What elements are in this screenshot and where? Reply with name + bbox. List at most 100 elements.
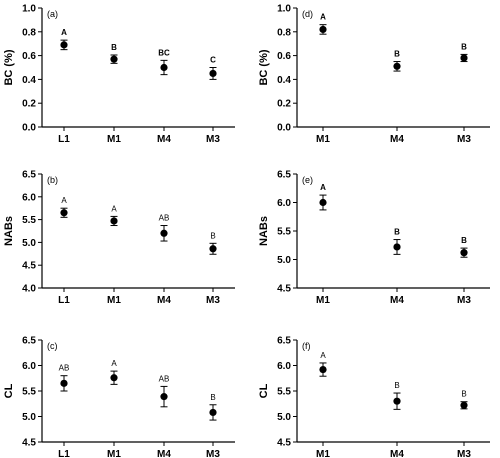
y-tick-label: 5.0 [277,412,291,423]
y-tick-label: 5.5 [22,215,36,226]
y-tick-label: 6.5 [22,336,36,347]
significance-letter: A [320,351,326,360]
data-point [60,41,68,49]
x-category-label: M4 [157,295,171,306]
y-tick-label: 0.4 [22,75,36,86]
y-axis-title: BC (%) [258,49,270,85]
data-point [160,393,168,401]
x-category-label: M3 [457,449,471,458]
data-point [393,243,401,251]
significance-letter: C [210,56,216,65]
significance-letter: AB [159,214,170,223]
y-axis-title: NABs [3,216,15,246]
y-tick-label: 0.6 [22,51,36,62]
data-point [319,198,327,207]
panel-label: (a) [47,9,58,19]
y-axis-title: CL [258,383,270,398]
data-point [110,374,118,382]
significance-letter: B [111,43,117,52]
y-tick-label: 5.0 [22,238,36,249]
y-tick-label: 1.0 [277,4,291,15]
significance-letter: B [394,50,400,59]
data-point [319,365,327,374]
y-tick-label: 6.5 [22,170,36,181]
y-axis-title: NABs [258,216,270,246]
significance-letter: A [111,204,117,213]
significance-letter: B [210,393,215,402]
y-tick-label: 6.5 [277,336,291,347]
y-tick-label: 5.5 [277,227,291,238]
panel-label: (c) [47,341,58,351]
y-tick-label: 5.0 [277,255,291,266]
x-category-label: L1 [58,134,70,145]
panel-label: (d) [302,9,313,19]
x-category-label: M1 [316,295,330,306]
data-point [160,229,168,237]
panel-label: (e) [302,175,313,185]
y-tick-label: 6.0 [277,361,291,372]
y-tick-label: 5.0 [22,412,36,423]
y-tick-label: 1.0 [22,4,36,15]
x-category-label: M4 [390,449,404,458]
x-category-label: L1 [58,295,70,306]
data-point [393,62,401,70]
y-tick-label: 4.5 [22,438,36,449]
significance-letter: B [394,381,399,390]
x-category-label: M1 [107,449,121,458]
significance-letter: AB [59,364,70,373]
data-point [460,249,468,257]
data-point [460,401,468,409]
significance-letter: B [210,231,215,240]
y-tick-label: 0.0 [22,123,36,134]
y-tick-label: 0.2 [277,99,291,110]
panel-label: (f) [302,341,311,351]
data-point [60,209,68,217]
significance-letter: B [461,236,467,245]
y-tick-label: 4.0 [22,284,36,295]
y-tick-label: 0.4 [277,75,291,86]
y-axis-title: CL [3,383,15,398]
x-category-label: M4 [157,134,171,145]
y-tick-label: 6.0 [22,361,36,372]
y-tick-label: 4.5 [22,261,36,272]
significance-letter: A [111,359,117,368]
x-category-label: M4 [390,134,404,145]
data-point [393,397,401,405]
x-category-label: M1 [316,449,330,458]
y-tick-label: 6.0 [22,192,36,203]
data-point [209,245,217,253]
y-tick-label: 0.0 [277,123,291,134]
y-tick-label: 5.5 [277,387,291,398]
data-point [460,54,468,62]
significance-letter: B [394,228,400,237]
y-tick-label: 0.8 [277,27,291,38]
x-category-label: M1 [107,295,121,306]
data-point [319,25,327,34]
x-category-label: M4 [157,449,171,458]
significance-letter: A [61,28,67,37]
x-category-label: M3 [457,295,471,306]
y-axis-title: BC (%) [3,49,15,85]
x-category-label: M3 [206,449,220,458]
y-tick-label: 5.5 [22,387,36,398]
y-tick-label: 0.8 [22,27,36,38]
y-tick-label: 6.5 [277,170,291,181]
significance-letter: A [61,196,67,205]
x-category-label: L1 [58,449,70,458]
significance-letter: A [320,183,326,192]
y-tick-label: 4.5 [277,284,291,295]
y-tick-label: 0.6 [277,51,291,62]
x-category-label: M4 [390,295,404,306]
data-point [160,63,168,72]
y-tick-label: 4.5 [277,438,291,449]
significance-letter: BC [158,48,170,57]
significance-letter: A [320,13,326,22]
data-point [110,217,118,225]
significance-letter: AB [159,374,170,383]
significance-letter: B [461,390,466,399]
data-point [110,55,118,63]
data-point [60,379,68,387]
data-point [209,408,217,417]
x-category-label: M1 [107,134,121,145]
